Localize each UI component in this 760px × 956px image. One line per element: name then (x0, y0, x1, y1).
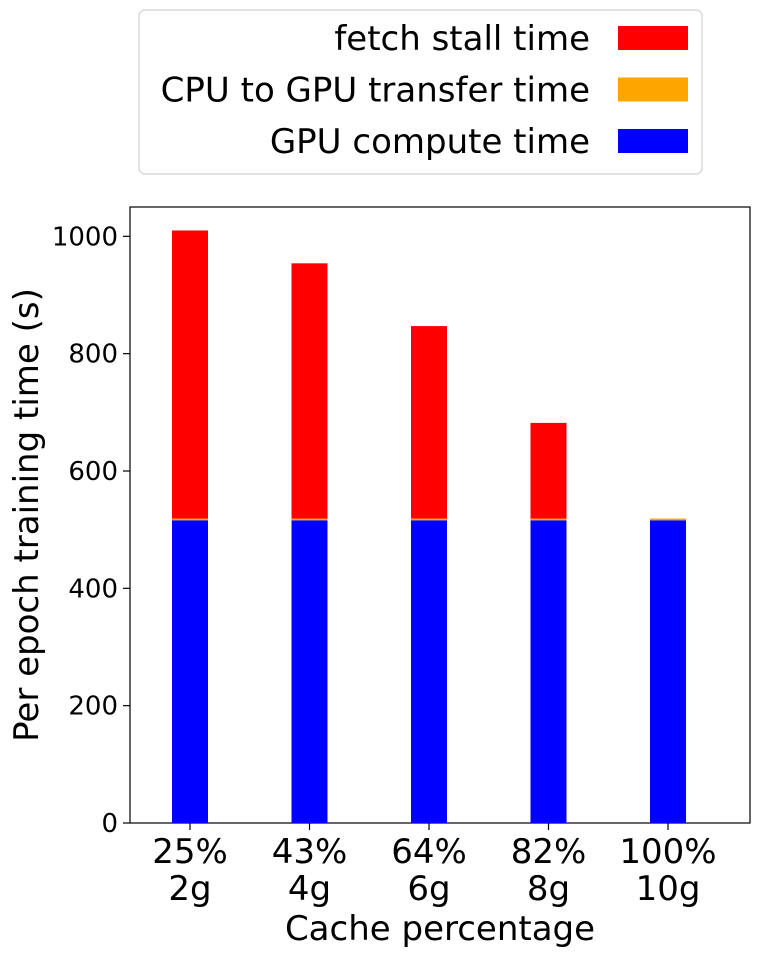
y-tick-label: 400 (68, 574, 118, 604)
bar-gpu-compute-time-4 (650, 520, 686, 823)
y-tick-label: 800 (68, 340, 118, 370)
legend-label: GPU compute time (270, 122, 590, 162)
legend-swatch (618, 26, 688, 50)
y-tick-label: 200 (68, 692, 118, 722)
bar-gpu-compute-time-3 (530, 520, 567, 823)
x-axis: 25% 2g 43% 4g 64% 6g 82% 8g 100% 10g (152, 823, 717, 909)
legend-frame (138, 9, 703, 175)
y-tick-label: 600 (68, 457, 118, 487)
bar-gpu-compute-time-2 (411, 520, 447, 823)
bar-cpu-to-gpu-transfer-time-4 (650, 518, 686, 521)
bar-gpu-compute-time-1 (291, 520, 328, 823)
bar-fetch-stall-time-3 (530, 422, 567, 519)
x-tick-label: 100% 10g (619, 832, 716, 909)
y-axis: 0 200 400 600 800 1000 (52, 222, 130, 839)
bar-fetch-stall-time-2 (411, 326, 447, 519)
x-tick-label: 82% 8g (511, 832, 587, 909)
legend-label: CPU to GPU transfer time (161, 71, 590, 111)
bar-cpu-to-gpu-transfer-time-0 (172, 518, 208, 521)
bar-gpu-compute-time-0 (172, 520, 208, 823)
x-axis-label: Cache percentage (285, 909, 595, 949)
bar-fetch-stall-time-0 (172, 230, 208, 519)
y-tick-label: 1000 (52, 222, 118, 252)
bar-cpu-to-gpu-transfer-time-2 (411, 518, 447, 521)
y-tick-label: 0 (101, 809, 118, 839)
legend-swatch (618, 129, 688, 153)
y-axis-label: Per epoch training time (s) (7, 288, 47, 742)
legend: fetch stall time CPU to GPU transfer time… (138, 9, 703, 175)
bar-fetch-stall-time-1 (291, 263, 328, 519)
bars (172, 230, 686, 823)
bar-cpu-to-gpu-transfer-time-3 (530, 518, 567, 521)
x-tick-label: 43% 4g (272, 832, 348, 909)
x-tick-label: 25% 2g (152, 832, 228, 909)
legend-swatch (618, 77, 688, 102)
x-tick-label: 64% 6g (391, 832, 467, 909)
bar-cpu-to-gpu-transfer-time-1 (291, 518, 328, 521)
legend-label: fetch stall time (334, 19, 590, 59)
